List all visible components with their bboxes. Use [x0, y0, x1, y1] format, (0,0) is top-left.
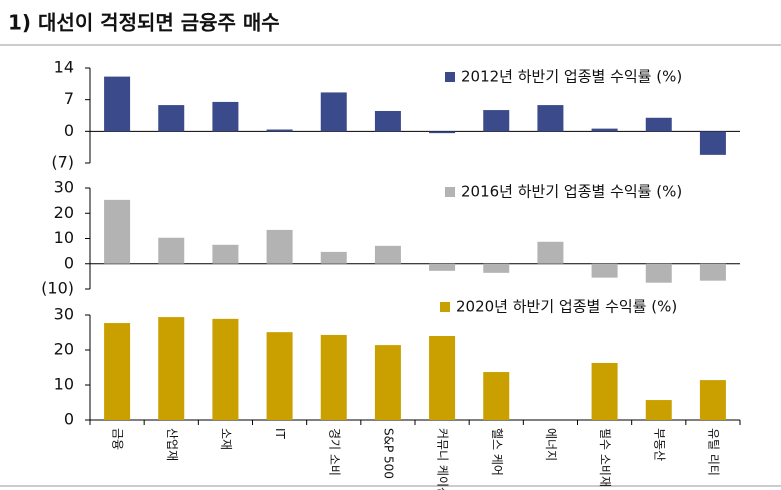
- y-tick-label: 0: [64, 410, 74, 429]
- y-tick-label: 20: [54, 340, 74, 359]
- bar: [537, 105, 564, 132]
- bar: [699, 263, 726, 281]
- x-tick-label: 산업재: [165, 428, 179, 461]
- y-tick-label: (7): [51, 153, 74, 172]
- y-tick-label: 10: [54, 228, 74, 247]
- y-tick-label: 10: [54, 375, 74, 394]
- bar: [104, 323, 131, 420]
- x-tick-label: 커뮤니 케이션: [436, 428, 450, 490]
- bar: [320, 92, 347, 132]
- y-tick-label: 0: [64, 121, 74, 140]
- legend-label: 2016년 하반기 업종별 수익률 (%): [461, 183, 682, 201]
- bar: [374, 345, 401, 420]
- bar: [429, 263, 456, 271]
- bar: [483, 110, 510, 132]
- bar: [645, 263, 672, 283]
- bar: [591, 263, 618, 278]
- legend-swatch: [440, 302, 450, 312]
- bar: [429, 131, 456, 134]
- bar: [212, 101, 239, 132]
- y-tick-label: 14: [54, 58, 74, 77]
- bar: [483, 372, 510, 420]
- bar: [320, 334, 347, 420]
- bar: [320, 251, 347, 264]
- x-tick-label: 금융: [111, 428, 125, 450]
- x-tick-label: 소재: [219, 428, 233, 450]
- bar: [374, 110, 401, 132]
- bar: [591, 128, 618, 132]
- x-tick-label: 에너지: [544, 428, 558, 461]
- chart-title: 1) 대선이 걱정되면 금융주 매수: [8, 11, 280, 35]
- bar: [266, 129, 293, 132]
- x-tick-label: 부동산: [652, 428, 666, 461]
- x-tick-label: 경기 소비: [327, 428, 341, 476]
- x-tick-label: 필수 소비재: [598, 428, 612, 487]
- bar: [645, 117, 672, 132]
- legend-label: 2012년 하반기 업종별 수익률 (%): [461, 68, 682, 86]
- bar: [158, 237, 185, 264]
- y-tick-label: 30: [54, 305, 74, 324]
- y-tick-label: 7: [64, 89, 74, 108]
- y-tick-label: 0: [64, 253, 74, 272]
- bar: [266, 332, 293, 420]
- bar: [266, 229, 293, 264]
- bar: [104, 76, 131, 132]
- bar: [104, 199, 131, 264]
- y-tick-label: 20: [54, 203, 74, 222]
- bar: [158, 105, 185, 132]
- bar: [645, 400, 672, 420]
- bar: [212, 244, 239, 264]
- x-tick-label: 유틸 리티: [706, 428, 720, 476]
- bar: [212, 318, 239, 420]
- legend-swatch: [445, 72, 455, 82]
- bar: [429, 336, 456, 420]
- y-tick-label: 30: [54, 178, 74, 197]
- x-tick-label: 헬스 케어: [490, 428, 504, 476]
- bar: [158, 317, 185, 420]
- legend-label: 2020년 하반기 업종별 수익률 (%): [456, 298, 677, 316]
- y-tick-label: (10): [41, 279, 74, 298]
- legend-swatch: [445, 187, 455, 197]
- x-tick-label: IT: [273, 428, 287, 440]
- x-tick-label: S&P 500: [381, 428, 395, 479]
- bar: [537, 241, 564, 264]
- bar: [699, 380, 726, 420]
- bar: [591, 362, 618, 420]
- bar: [374, 245, 401, 264]
- bar: [483, 263, 510, 273]
- bar: [699, 131, 726, 155]
